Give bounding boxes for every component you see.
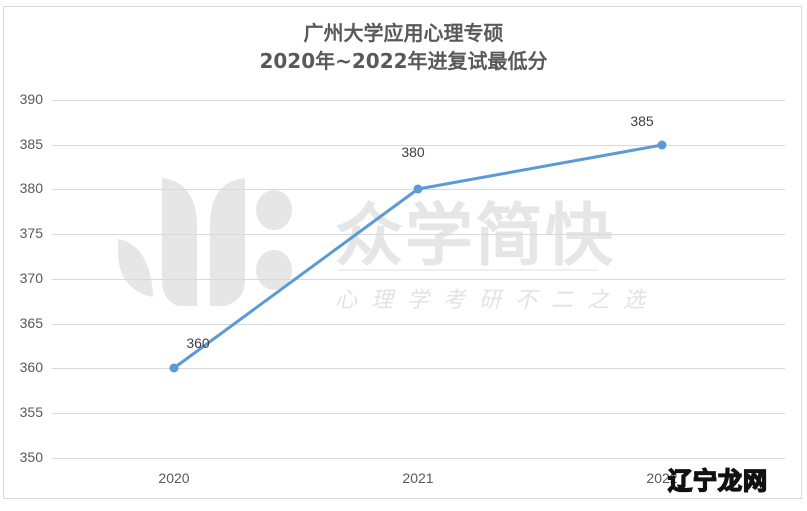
site-stamp-part1: 辽宁: [667, 466, 718, 496]
y-tick-385: 385: [19, 136, 43, 152]
site-stamp: 辽宁龙网: [667, 461, 768, 496]
x-tick-2022: 2022: [646, 470, 678, 486]
x-tick-2020: 2020: [158, 470, 190, 486]
chart-title-line1: 广州大学应用心理专硕: [303, 21, 504, 45]
y-tick-350: 350: [19, 449, 43, 465]
data-point-2022: [657, 140, 667, 150]
data-label-2022: 385: [630, 113, 654, 129]
watermark-brand: 众学简快: [335, 197, 616, 276]
y-tick-375: 375: [19, 225, 43, 241]
chart-title-line2: 2020年~2022年进复试最低分: [259, 49, 548, 73]
data-label-2021: 380: [401, 144, 425, 160]
y-tick-390: 390: [19, 91, 43, 107]
watermark-slogan: 心理学考研不二之选: [335, 288, 660, 313]
gridlines: [52, 100, 785, 459]
x-tick-2021: 2021: [402, 470, 434, 486]
y-tick-360: 360: [19, 359, 43, 375]
y-tick-365: 365: [19, 315, 43, 331]
y-tick-380: 380: [19, 180, 43, 196]
data-point-2021: [413, 184, 423, 194]
y-tick-370: 370: [19, 270, 43, 286]
series-line: [172, 143, 664, 370]
data-label-2020: 360: [186, 335, 210, 351]
site-stamp-part2: 龙网: [717, 466, 768, 496]
data-point-2020: [169, 363, 179, 373]
y-tick-355: 355: [19, 404, 43, 420]
